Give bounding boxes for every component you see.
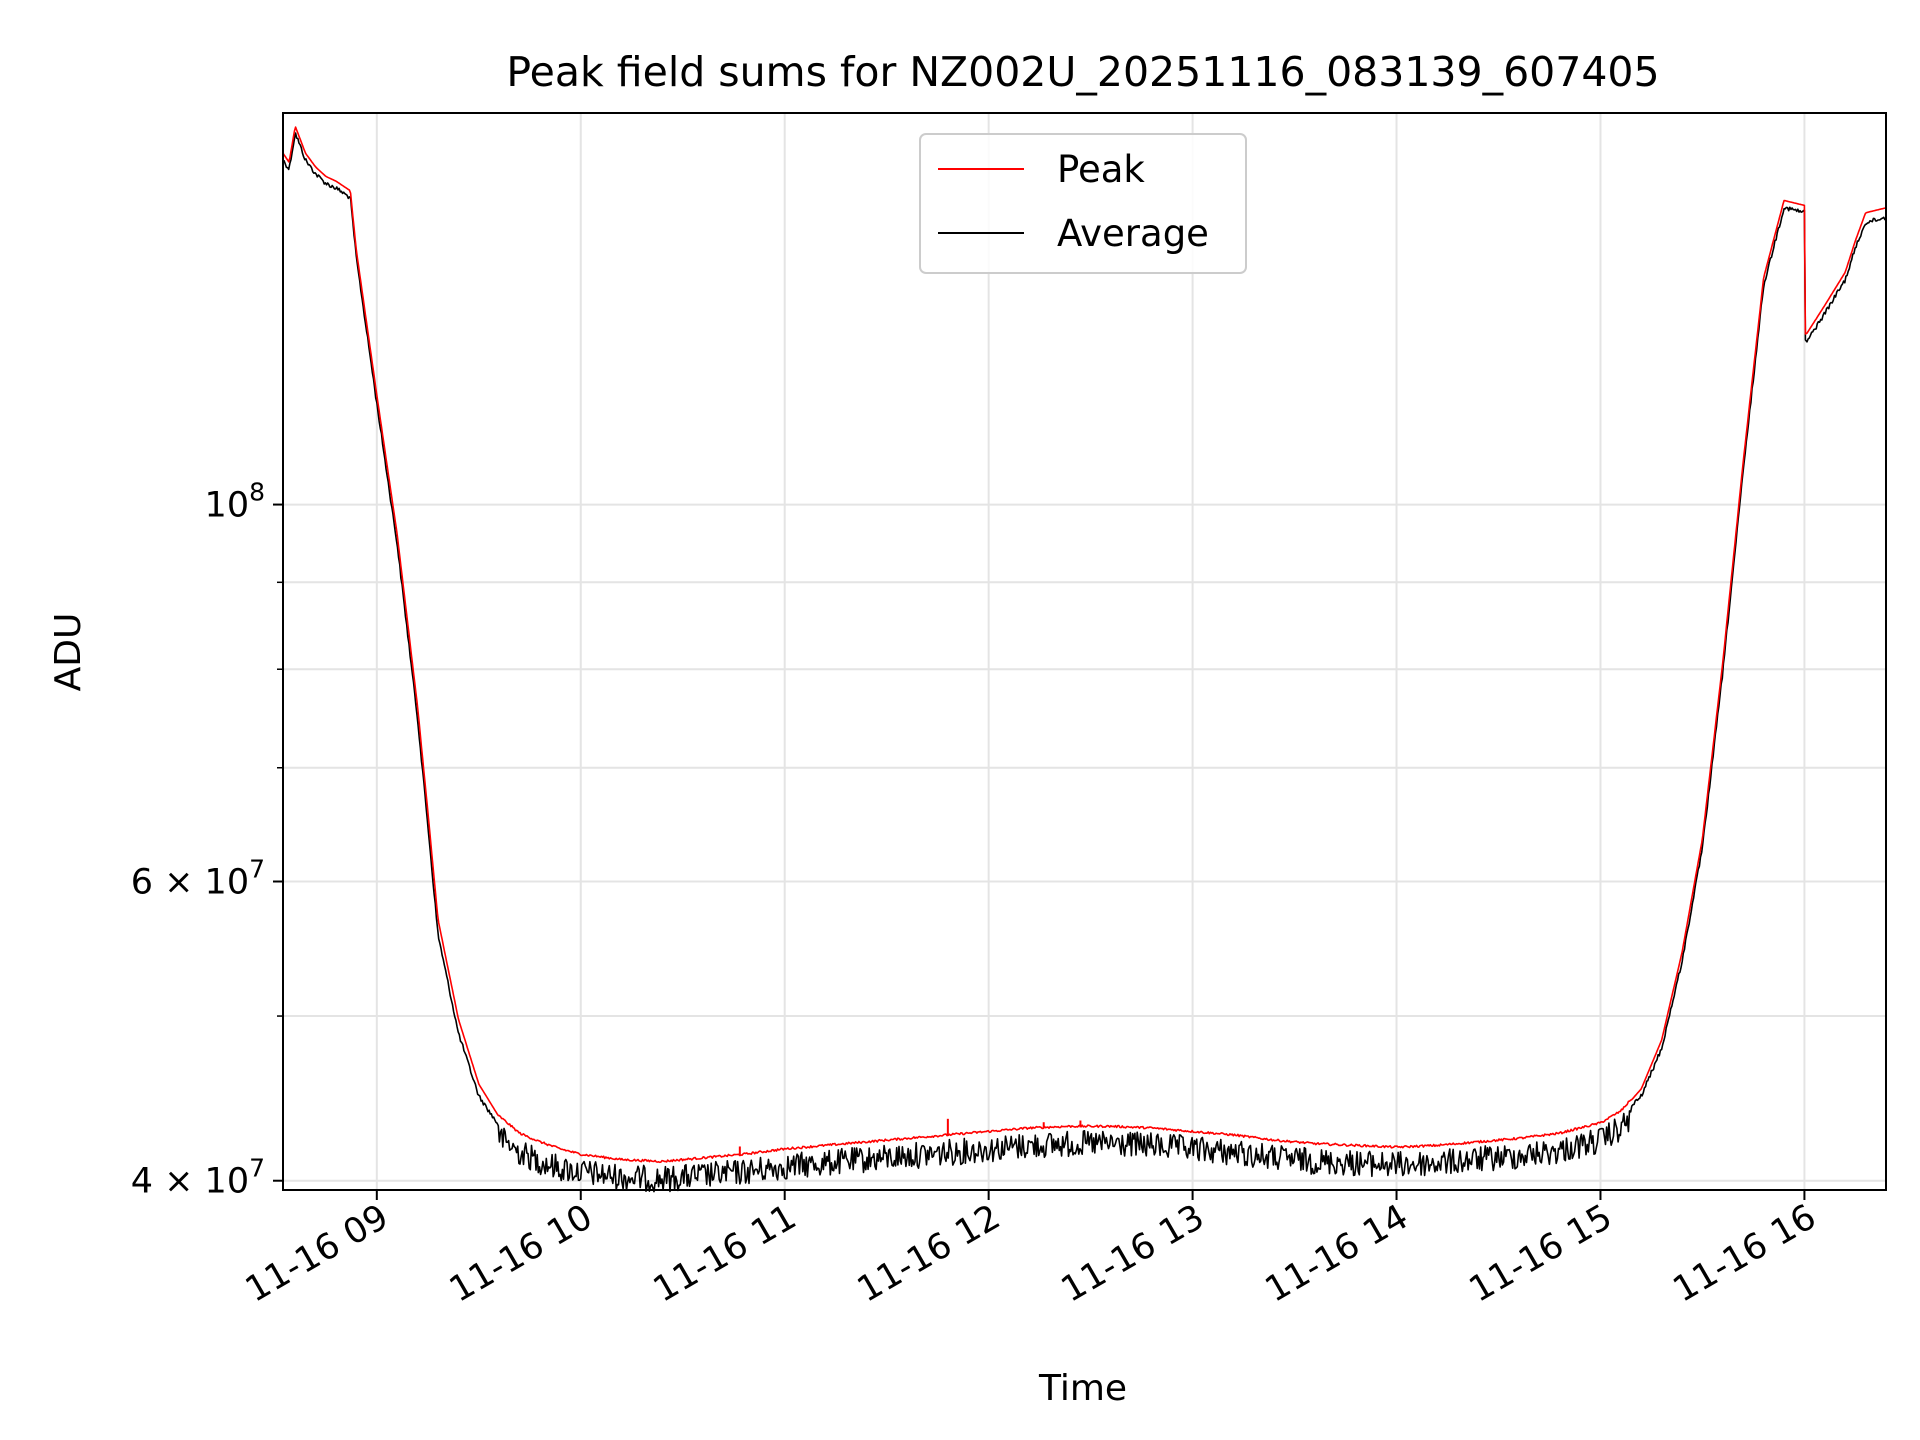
legend-label-average: Average [1057, 212, 1209, 255]
plot-frame [282, 112, 1887, 1191]
x-axis-label: Time [1038, 1368, 1127, 1409]
legend-label-peak: Peak [1057, 148, 1145, 191]
y-axis-label: ADU [48, 613, 89, 692]
series-line-average [282, 132, 1887, 1193]
chart-title: Peak field sums for NZ002U_20251116_0831… [506, 48, 1659, 96]
series-average [282, 132, 1887, 1193]
legend: Peak Average [919, 133, 1247, 274]
y-tick-label: 4 × 107 [131, 1154, 265, 1202]
y-axis-ticks: 4 × 107 6 × 107 108 [131, 478, 283, 1202]
series-line-peak [282, 126, 1887, 1164]
series-peak [282, 126, 1887, 1164]
y-tick-label: 108 [205, 478, 265, 526]
y-tick-label: 6 × 107 [131, 855, 265, 903]
